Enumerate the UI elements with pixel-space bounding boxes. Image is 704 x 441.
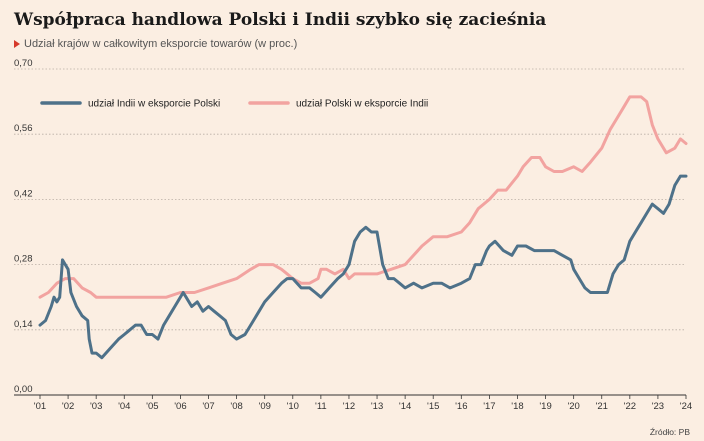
legend-label-1: udział Polski w eksporcie Indii <box>296 99 428 110</box>
y-tick-label: 0,28 <box>14 254 33 265</box>
series-line-0 <box>38 174 688 360</box>
x-tick-label: '19 <box>539 401 551 412</box>
y-tick-label: 0,70 <box>14 58 33 69</box>
x-tick-label: '16 <box>455 401 467 412</box>
x-tick-label: '09 <box>259 401 271 412</box>
x-tick-label: '08 <box>230 401 242 412</box>
y-tick-label: 0,00 <box>14 384 33 395</box>
x-tick-label: '22 <box>624 401 636 412</box>
x-tick-label: '12 <box>343 401 355 412</box>
y-tick-label: 0,56 <box>14 123 33 134</box>
chart-subtitle: Udział krajów w całkowitym eksporcie tow… <box>14 38 297 50</box>
x-tick-label: '01 <box>34 401 46 412</box>
x-tick-label: '13 <box>371 401 383 412</box>
x-tick-label: '17 <box>483 401 495 412</box>
source-note: Źródło: PB <box>649 427 690 437</box>
legend-label-0: udział Indii w eksporcie Polski <box>88 99 220 110</box>
x-tick-label: '02 <box>62 401 74 412</box>
x-tick-label: '10 <box>287 401 299 412</box>
subtitle-marker-icon <box>14 40 20 48</box>
y-tick-label: 0,42 <box>14 188 33 199</box>
x-tick-label: '07 <box>202 401 214 412</box>
series-line-1 <box>38 95 688 299</box>
x-tick-label: '24 <box>680 401 692 412</box>
x-tick-label: '14 <box>399 401 411 412</box>
x-tick-label: '21 <box>596 401 608 412</box>
x-tick-label: '15 <box>427 401 439 412</box>
x-tick-label: '23 <box>652 401 664 412</box>
chart-title: Współpraca handlowa Polski i Indii szybk… <box>14 10 547 30</box>
x-tick-label: '20 <box>567 401 579 412</box>
y-tick-label: 0,14 <box>14 319 33 330</box>
x-tick-label: '18 <box>511 401 523 412</box>
x-tick-label: '03 <box>90 401 102 412</box>
subtitle-text: Udział krajów w całkowitym eksporcie tow… <box>24 38 298 50</box>
x-tick-label: '05 <box>146 401 158 412</box>
x-tick-label: '06 <box>174 401 186 412</box>
x-tick-label: '04 <box>118 401 130 412</box>
x-tick-label: '11 <box>315 401 327 412</box>
